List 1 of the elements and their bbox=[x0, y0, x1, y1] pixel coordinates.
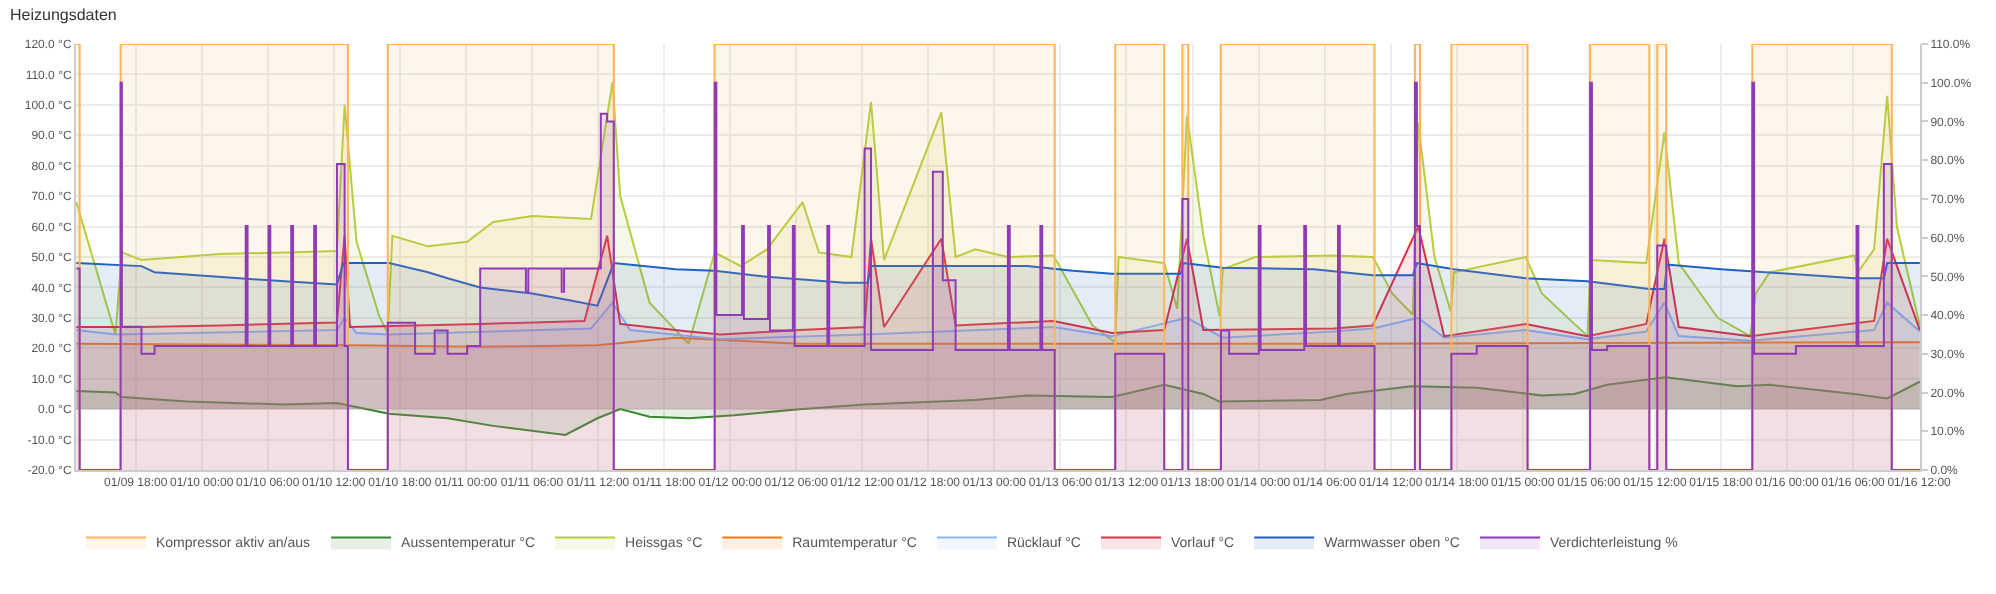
chart-title: Heizungsdaten bbox=[9, 6, 117, 25]
